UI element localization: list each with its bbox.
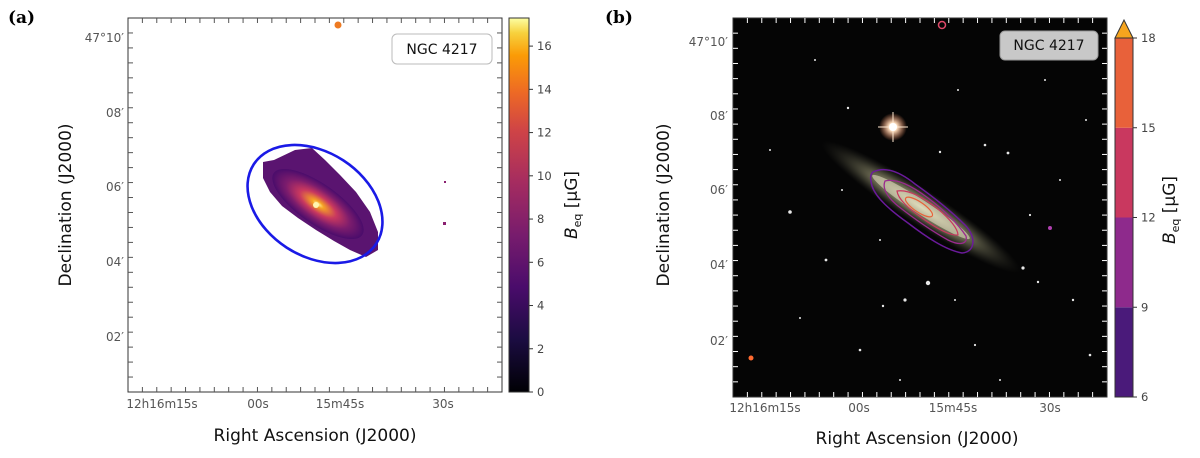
panel-a-y-ticks: 47°10′ 08′ 06′ 04′ 02′	[85, 31, 125, 344]
star	[846, 106, 850, 110]
panel-a-letter: (a)	[8, 8, 35, 28]
x-tick: 30s	[1039, 401, 1061, 415]
panel-a: (a) NGC 4217 47°10′ 08′ 06′ 04′ 02′ 12h1…	[8, 8, 584, 446]
y-tick: 04′	[106, 255, 124, 269]
panel-b-label: NGC 4217	[1013, 38, 1084, 54]
colorbar-tick-label: 16	[537, 39, 552, 53]
star	[954, 299, 956, 301]
colorbar-tick-label: 14	[537, 82, 552, 96]
panel-b-colorbar: 6 9 12 15 18 Beq [μG]	[1114, 18, 1182, 404]
panel-a-frame-ticks	[128, 18, 502, 392]
star	[1021, 266, 1025, 270]
star	[881, 304, 885, 308]
panel-a-colorbar-label: Beq [μG]	[562, 171, 584, 239]
panel-a-label-box	[391, 33, 493, 65]
panel-b-colorbar-label: Beq [μG]	[1160, 176, 1182, 244]
star	[1028, 213, 1032, 217]
x-tick: 12h16m15s	[729, 401, 800, 415]
panel-a-ylabel: Declination (J2000)	[56, 123, 76, 286]
panel-a-x-ticks: 12h16m15s 00s 15m45s 30s	[126, 397, 453, 411]
panel-b-frame-ticks	[733, 18, 1107, 397]
colorbar-tick-label: 4	[537, 299, 544, 313]
y-tick: 47°10′	[689, 35, 729, 49]
colorbar-segment	[1115, 127, 1133, 218]
y-tick: 06′	[106, 180, 124, 194]
star	[1088, 353, 1092, 357]
panel-a-label: NGC 4217	[406, 42, 477, 58]
x-tick: 15m45s	[929, 401, 977, 415]
star	[1036, 280, 1040, 284]
star	[899, 379, 901, 381]
star	[925, 280, 931, 286]
colorbar-segment	[1115, 307, 1133, 397]
star	[769, 149, 771, 151]
y-tick: 02′	[106, 330, 124, 344]
panel-b-xlabel: Right Ascension (J2000)	[816, 429, 1019, 449]
panel-b-contours	[869, 168, 974, 254]
colorbar-tick-label: 12	[537, 126, 552, 140]
panel-a-colorbar: 0 2 4 6 8 10 12 14 16 Beq [μG]	[508, 17, 584, 399]
star	[1085, 119, 1087, 121]
star	[858, 348, 862, 352]
x-tick: 00s	[247, 397, 269, 411]
star	[788, 210, 792, 214]
star	[1071, 298, 1075, 302]
panel-a-xlabel: Right Ascension (J2000)	[214, 426, 417, 446]
star	[879, 239, 881, 241]
x-tick: 15m45s	[316, 397, 364, 411]
colorbar-tick-label: 2	[537, 342, 544, 356]
star	[1044, 79, 1046, 81]
colorbar-segment	[1115, 38, 1133, 128]
star	[1059, 179, 1061, 181]
colorbar-tick-label: 10	[537, 169, 552, 183]
star	[824, 258, 828, 262]
y-tick: 04′	[710, 258, 728, 272]
panel-a-colorbar-gradient	[508, 17, 530, 393]
star	[999, 379, 1001, 381]
y-tick: 08′	[710, 109, 728, 123]
star	[983, 143, 987, 147]
colorbar-tick-label: 15	[1141, 121, 1156, 135]
star	[841, 189, 843, 191]
colorbar-tick-label: 18	[1141, 31, 1156, 45]
y-tick: 02′	[710, 334, 728, 348]
colorbar-tick-label: 6	[1141, 390, 1148, 404]
star	[957, 89, 959, 91]
colorbar-tick-label: 12	[1141, 211, 1156, 225]
y-tick: 47°10′	[85, 31, 125, 45]
star	[1006, 151, 1010, 155]
panel-b-label-box	[999, 30, 1099, 61]
colorbar-tick-label: 0	[537, 385, 544, 399]
colorbar-tick-label: 8	[537, 212, 544, 226]
colorbar-segment	[1115, 217, 1133, 308]
star	[903, 298, 907, 302]
panel-b-ylabel: Declination (J2000)	[654, 123, 674, 286]
x-tick: 30s	[432, 397, 454, 411]
colorbar-tick-label: 9	[1141, 300, 1148, 314]
panel-b-letter: (b)	[605, 8, 633, 28]
star	[814, 59, 816, 61]
x-tick: 12h16m15s	[126, 397, 197, 411]
star	[938, 150, 942, 154]
y-tick: 08′	[106, 106, 124, 120]
colorbar-tick-label: 6	[537, 255, 544, 269]
star	[973, 343, 977, 347]
x-tick: 00s	[848, 401, 870, 415]
y-tick: 06′	[710, 183, 728, 197]
colorbar-extension	[1114, 18, 1134, 39]
panel-b: (b) NGC 4217 47°10′ 08′	[605, 8, 1182, 449]
panel-b-y-ticks: 47°10′ 08′ 06′ 04′ 02′	[689, 35, 729, 348]
panel-a-galaxy-ellipse	[246, 143, 384, 265]
star	[799, 317, 801, 319]
panel-a-field-map	[263, 21, 446, 257]
panel-b-x-ticks: 12h16m15s 00s 15m45s 30s	[729, 401, 1060, 415]
